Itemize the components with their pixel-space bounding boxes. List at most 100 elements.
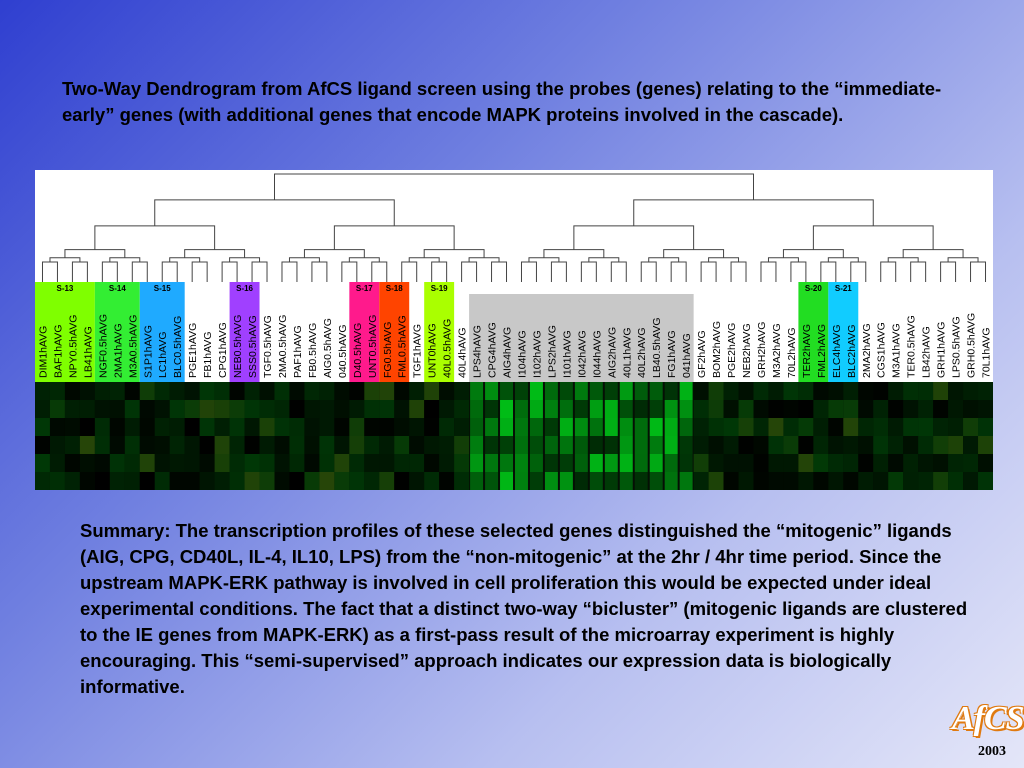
heatmap-cell xyxy=(604,472,618,490)
heatmap-cell xyxy=(109,436,125,454)
dendrogram-branch xyxy=(41,261,58,282)
heatmap-cell xyxy=(918,418,934,436)
heatmap-cell xyxy=(64,454,80,472)
column-label: PGE1hAVG xyxy=(187,323,199,378)
heatmap-cell xyxy=(768,454,784,472)
heatmap-cell xyxy=(604,436,618,454)
heatmap-cell xyxy=(500,454,513,472)
heatmap-cell xyxy=(49,382,65,400)
heatmap-cell xyxy=(394,382,410,400)
heatmap-cell xyxy=(244,454,260,472)
heatmap-cell xyxy=(604,400,618,418)
heatmap-cell xyxy=(289,382,305,400)
heatmap-cell xyxy=(723,454,739,472)
column-label: 040.5hAVG xyxy=(337,324,349,378)
heatmap-cell xyxy=(184,454,200,472)
heatmap-cell xyxy=(768,472,784,490)
dendrogram-branch xyxy=(520,261,537,282)
column-label: 40L1hAVG xyxy=(621,327,633,378)
heatmap-cell xyxy=(199,418,215,436)
heatmap-cell xyxy=(394,436,410,454)
heatmap-cell xyxy=(35,382,50,400)
heatmap-cell xyxy=(109,418,125,436)
heatmap-cell xyxy=(828,418,844,436)
column-label: I104hAVG xyxy=(516,330,528,378)
heatmap-cell xyxy=(379,400,395,418)
heatmap-cell xyxy=(470,400,484,418)
heatmap-cell xyxy=(828,472,844,490)
dendrogram-branch xyxy=(633,199,874,226)
heatmap-cell xyxy=(424,436,440,454)
heatmap-cell xyxy=(274,418,290,436)
heatmap-cell xyxy=(619,472,633,490)
heatmap-cell xyxy=(813,436,829,454)
heatmap-cell xyxy=(319,400,335,418)
heatmap-cell xyxy=(289,436,305,454)
heatmap-cell xyxy=(529,382,543,400)
heatmap-cell xyxy=(918,454,934,472)
heatmap-cell xyxy=(274,436,290,454)
column-label: M3A0.5hAVG xyxy=(127,315,139,378)
heatmap-cell xyxy=(978,382,993,400)
dendrogram-branch xyxy=(887,257,919,262)
heatmap-cell xyxy=(394,418,410,436)
heatmap-cell xyxy=(124,400,140,418)
heatmap-cell xyxy=(319,382,335,400)
heatmap-cell xyxy=(828,454,844,472)
heatmap-cell xyxy=(559,418,573,436)
heatmap-cell xyxy=(439,418,455,436)
heatmap-cell xyxy=(544,400,558,418)
heatmap-cell xyxy=(124,454,140,472)
heatmap-cell xyxy=(679,436,693,454)
dendrogram-branch xyxy=(371,261,388,282)
heatmap-cell xyxy=(589,400,603,418)
heatmap-cell xyxy=(843,472,859,490)
heatmap-cell xyxy=(753,436,769,454)
heatmap-cell xyxy=(79,436,95,454)
dendrogram-branch xyxy=(550,261,567,282)
column-label: NGF0.5hAVG xyxy=(97,314,109,378)
dendrogram-branch xyxy=(528,257,560,262)
heatmap-cell xyxy=(94,418,110,436)
heatmap-cell xyxy=(664,472,678,490)
heatmap-cell xyxy=(873,382,889,400)
heatmap-cell xyxy=(798,454,814,472)
dendrogram-branch xyxy=(767,257,799,262)
heatmap-cell xyxy=(244,418,260,436)
column-label: FB1hAVG xyxy=(202,332,214,379)
heatmap-cell xyxy=(708,400,724,418)
dendrogram-branch xyxy=(573,225,695,250)
heatmap-cell xyxy=(470,454,484,472)
heatmap-cell xyxy=(154,454,170,472)
cluster-label: S-18 xyxy=(386,284,403,293)
heatmap-cell xyxy=(664,382,678,400)
heatmap-cell xyxy=(544,472,558,490)
dendrogram-branch xyxy=(169,257,201,262)
heatmap-cell xyxy=(515,400,528,418)
heatmap-cell xyxy=(679,382,693,400)
heatmap-cell xyxy=(888,472,904,490)
heatmap-cell xyxy=(364,472,380,490)
heatmap-cell xyxy=(783,382,799,400)
heatmap-cell xyxy=(439,454,455,472)
heatmap-cell xyxy=(574,418,588,436)
heatmap-cell xyxy=(349,472,365,490)
heatmap-cell xyxy=(485,472,499,490)
heatmap-cell xyxy=(289,472,305,490)
heatmap-cell xyxy=(49,436,65,454)
heatmap-cell xyxy=(544,418,558,436)
heatmap-cell xyxy=(214,418,230,436)
column-label: M3A1hAVG xyxy=(891,323,903,378)
dendrogram-branch xyxy=(670,261,687,282)
heatmap-cell xyxy=(708,454,724,472)
heatmap-cell xyxy=(349,454,365,472)
heatmap-cell xyxy=(634,382,648,400)
heatmap-cell xyxy=(858,454,874,472)
cluster-box xyxy=(94,282,140,382)
dendrogram-branch xyxy=(303,249,365,258)
column-label: FB0.5hAVG xyxy=(307,323,319,378)
heatmap-cell xyxy=(409,472,425,490)
dendrogram-branch xyxy=(408,257,440,262)
heatmap-cell xyxy=(559,454,573,472)
column-label: LPS0.5hAVG xyxy=(951,316,963,378)
